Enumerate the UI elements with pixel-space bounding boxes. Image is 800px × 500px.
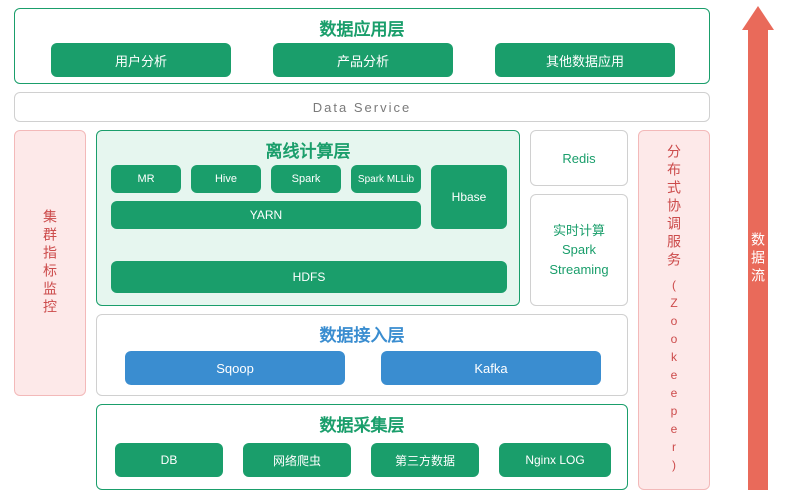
collect-nginx: Nginx LOG (499, 443, 611, 477)
collect-db: DB (115, 443, 223, 477)
app-layer-title: 数据应用层 (15, 15, 709, 40)
arrow-body: 数据流 (748, 28, 768, 490)
streaming-panel: 实时计算 Spark Streaming (530, 194, 628, 306)
offline-hbase: Hbase (431, 165, 507, 229)
ingest-sqoop: Sqoop (125, 351, 345, 385)
offline-spark: Spark (271, 165, 341, 193)
ingest-kafka: Kafka (381, 351, 601, 385)
collect-title: 数据采集层 (97, 411, 627, 436)
app-pill-product: 产品分析 (273, 43, 453, 77)
ingest-title: 数据接入层 (97, 321, 627, 346)
offline-title: 离线计算层 (97, 137, 519, 162)
monitor-panel: 集群指标监控 (14, 130, 86, 396)
app-pill-other: 其他数据应用 (495, 43, 675, 77)
collect-panel: 数据采集层 DB 网络爬虫 第三方数据 Nginx LOG (96, 404, 628, 490)
offline-yarn: YARN (111, 201, 421, 229)
arrow-label: 数据流 (748, 232, 768, 286)
app-pill-user: 用户分析 (51, 43, 231, 77)
arrow-head-icon (742, 6, 774, 30)
zookeeper-title: 分布式协调服务 (664, 144, 684, 270)
offline-mr: MR (111, 165, 181, 193)
collect-3rd: 第三方数据 (371, 443, 479, 477)
monitor-label: 集群指标监控 (40, 209, 60, 317)
offline-hive: Hive (191, 165, 261, 193)
zookeeper-panel: 分布式协调服务 (Zookeeper) (638, 130, 710, 490)
data-service-bar: Data Service (14, 92, 710, 122)
offline-hdfs: HDFS (111, 261, 507, 293)
ingest-panel: 数据接入层 Sqoop Kafka (96, 314, 628, 396)
zookeeper-sub: (Zookeeper) (667, 278, 681, 476)
redis-panel: Redis (530, 130, 628, 186)
app-layer-panel: 数据应用层 用户分析 产品分析 其他数据应用 (14, 8, 710, 84)
collect-spider: 网络爬虫 (243, 443, 351, 477)
offline-panel: 离线计算层 MR Hive Spark Spark MLLib Hbase YA… (96, 130, 520, 306)
offline-mllib: Spark MLLib (351, 165, 421, 193)
